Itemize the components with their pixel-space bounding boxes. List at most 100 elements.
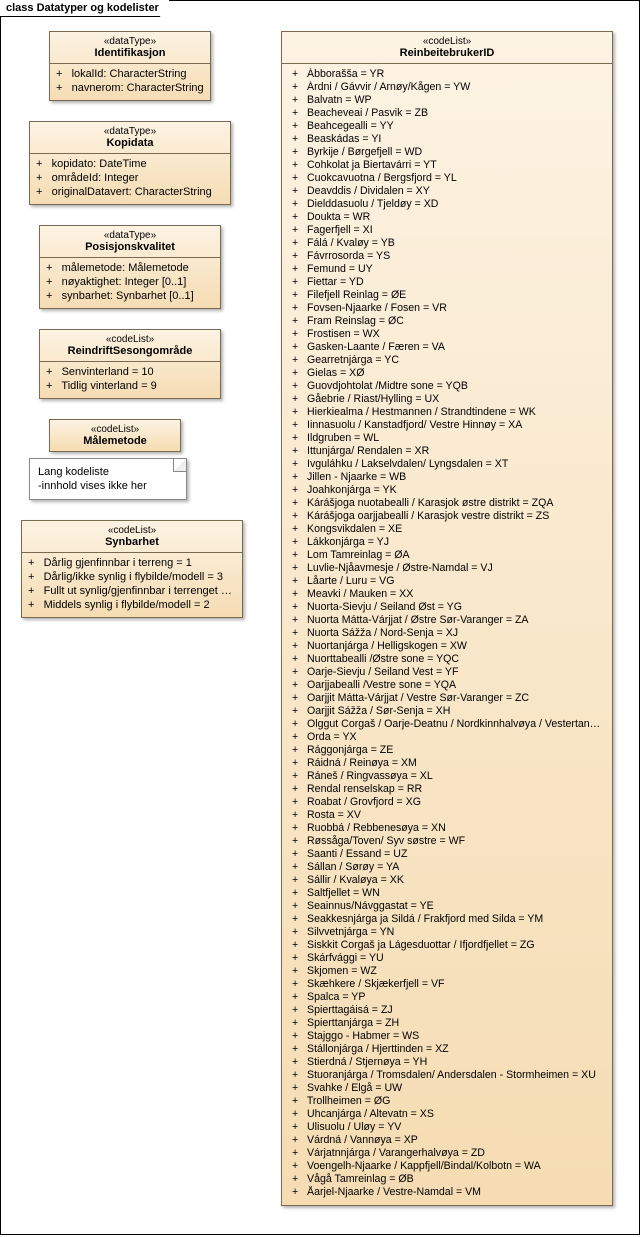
attribute-row: Várjatnnjárga / Varangerhalvøya = ZD	[292, 1147, 606, 1160]
attribute-row: nøyaktighet: Integer [0..1]	[46, 275, 214, 289]
attribute-row: synbarhet: Synbarhet [0..1]	[46, 289, 214, 303]
stereotype: «codeList»	[56, 424, 174, 435]
attribute-row: målemetode: Målemetode	[46, 261, 214, 275]
attribute-row: Stuoranjárga / Tromsdalen/ Andersdalen -…	[292, 1069, 606, 1082]
class-attributes: Ábborašša = YRÁrdni / Gávvir / Arnøy/Kåg…	[282, 64, 612, 1205]
attribute-row: Fovsen-Njaarke / Fosen = VR	[292, 302, 606, 315]
attribute-row: Iinnasuolu / Kanstadfjord/ Vestre Hinnøy…	[292, 419, 606, 432]
attribute-row: Olggut Corgaš / Oarje-Deatnu / Nordkinnh…	[292, 718, 606, 731]
attribute-row: Vågå Tamreinlag = ØB	[292, 1173, 606, 1186]
stereotype: «codeList»	[46, 334, 214, 345]
attribute-row: Hierkiealma / Hestmannen / Strandtindene…	[292, 406, 606, 419]
class-name: Målemetode	[56, 435, 174, 447]
class-name: Synbarhet	[28, 536, 236, 548]
attribute-row: Árdni / Gávvir / Arnøy/Kågen = YW	[292, 81, 606, 94]
attribute-row: Seainnus/Návggastat = YE	[292, 900, 606, 913]
attribute-row: Dielddasuolu / Tjeldøy = XD	[292, 198, 606, 211]
class-header: «codeList» ReindriftSesongområde	[40, 330, 220, 362]
class-name: Identifikasjon	[56, 47, 204, 59]
attribute-row: Senvinterland = 10	[46, 365, 214, 379]
attribute-row: Byrkije / Børgefjell = WD	[292, 146, 606, 159]
note-line: Lang kodeliste	[38, 465, 178, 479]
class-reinbeitebrukerid: «codeList» ReinbeitebrukerID Ábborašša =…	[281, 31, 613, 1206]
attribute-row: Cuokcavuotna / Bergsfjord = YL	[292, 172, 606, 185]
attribute-row: Beahcegealli = YY	[292, 120, 606, 133]
attribute-row: Siskkit Corgaš ja Lágesduottar / Ifjordf…	[292, 939, 606, 952]
class-kopidata: «dataType» Kopidata kopidato: DateTimeom…	[29, 121, 231, 205]
class-attributes: kopidato: DateTimeområdeId: Integerorigi…	[30, 154, 230, 204]
attribute-row: Silvvetnjárga = YN	[292, 926, 606, 939]
class-header: «codeList» Målemetode	[50, 420, 180, 451]
attribute-row: Dårlig/ikke synlig i flybilde/modell = 3	[28, 570, 236, 584]
attribute-row: Roabat / Grovfjord = XG	[292, 796, 606, 809]
attribute-row: Fullt ut synlig/gjenfinnbar i terrenget …	[28, 584, 236, 598]
attribute-row: Sállan / Sørøy = YA	[292, 861, 606, 874]
attribute-row: Oarje-Sievju / Seiland Vest = YF	[292, 666, 606, 679]
attribute-row: Skjomen = WZ	[292, 965, 606, 978]
attribute-row: Ulisuolu / Uløy = YV	[292, 1121, 606, 1134]
stereotype: «dataType»	[36, 126, 224, 137]
attribute-row: Rággonjárga = ZE	[292, 744, 606, 757]
attribute-row: Kárášjoga oarjjabealli / Karasjok vestre…	[292, 510, 606, 523]
attribute-row: Røssåga/Toven/ Syv søstre = WF	[292, 835, 606, 848]
attribute-row: Nuorta-Sievju / Seiland Øst = YG	[292, 601, 606, 614]
attribute-row: Filefjell Reinlag = ØE	[292, 289, 606, 302]
class-name: Posisjonskvalitet	[46, 241, 214, 253]
attribute-row: Nuortanjárga / Helligskogen = XW	[292, 640, 606, 653]
stereotype: «codeList»	[288, 36, 606, 47]
attribute-row: Nuorta Mátta-Várjjat / Østre Sør-Varange…	[292, 614, 606, 627]
attribute-row: Ivguláhku / Lakselvdalen/ Lyngsdalen = X…	[292, 458, 606, 471]
stereotype: «dataType»	[46, 230, 214, 241]
attribute-row: Uhcanjárga / Altevatn = XS	[292, 1108, 606, 1121]
attribute-row: Kongsvikdalen = XE	[292, 523, 606, 536]
attribute-row: Lákkonjárga = YJ	[292, 536, 606, 549]
attribute-row: Fram Reinslag = ØC	[292, 315, 606, 328]
attribute-row: Spalca = YP	[292, 991, 606, 1004]
class-name: ReinbeitebrukerID	[288, 47, 606, 59]
left-column: «dataType» Identifikasjon lokalId: Chara…	[29, 31, 229, 638]
attribute-row: Ráidná / Reinøya = XM	[292, 757, 606, 770]
class-identifikasjon: «dataType» Identifikasjon lokalId: Chara…	[49, 31, 211, 101]
attribute-row: lokalId: CharacterString	[56, 67, 204, 81]
class-header: «dataType» Kopidata	[30, 122, 230, 154]
attribute-row: Skæhkere / Skjækerfjell = VF	[292, 978, 606, 991]
attribute-row: Låarte / Luru = VG	[292, 575, 606, 588]
attribute-row: Trollheimen = ØG	[292, 1095, 606, 1108]
attribute-row: Seakkesnjárga ja Sildá / Frakfjord med S…	[292, 913, 606, 926]
note-line: -innhold vises ikke her	[38, 479, 178, 493]
attribute-row: Ráneš / Ringvassøya = XL	[292, 770, 606, 783]
attribute-row: Oarjjabealli /Vestre sone = YQA	[292, 679, 606, 692]
attribute-row: Orda = YX	[292, 731, 606, 744]
attribute-row: Skárfvággi = YU	[292, 952, 606, 965]
attribute-row: navnerom: CharacterString	[56, 81, 204, 95]
attribute-row: Joahkonjárga = YK	[292, 484, 606, 497]
class-synbarhet: «codeList» Synbarhet Dårlig gjenfinnbar …	[21, 520, 243, 618]
attribute-row: Femund = UY	[292, 263, 606, 276]
attribute-row: Guovdjohtolat /Midtre sone = YQB	[292, 380, 606, 393]
attribute-row: Várdná / Vannøya = XP	[292, 1134, 606, 1147]
attribute-row: Oarjjit Sážža / Sør-Senja = XH	[292, 705, 606, 718]
attribute-row: Frostisen = WX	[292, 328, 606, 341]
attribute-row: Ábborašša = YR	[292, 68, 606, 81]
attribute-row: Nuorttabealli /Østre sone = YQC	[292, 653, 606, 666]
diagram-frame: class Datatyper og kodelister «dataType»…	[0, 0, 640, 1235]
attribute-row: Stállonjárga / Hjerttinden = XZ	[292, 1043, 606, 1056]
attribute-row: Ildgruben = WL	[292, 432, 606, 445]
attribute-row: Dårlig gjenfinnbar i terreng = 1	[28, 556, 236, 570]
class-sesongomrade: «codeList» ReindriftSesongområde Senvint…	[39, 329, 221, 399]
attribute-row: Saanti / Essand = UZ	[292, 848, 606, 861]
attribute-row: Fagerfjell = XI	[292, 224, 606, 237]
class-attributes: Senvinterland = 10Tidlig vinterland = 9	[40, 362, 220, 398]
class-name: ReindriftSesongområde	[46, 345, 214, 357]
attribute-row: Spierttagáisá = ZJ	[292, 1004, 606, 1017]
attribute-row: Gielas = XØ	[292, 367, 606, 380]
stereotype: «codeList»	[28, 525, 236, 536]
attribute-row: Beaskádas = YI	[292, 133, 606, 146]
diagram-content: «dataType» Identifikasjon lokalId: Chara…	[1, 1, 639, 1232]
class-attributes: målemetode: Målemetodenøyaktighet: Integ…	[40, 258, 220, 308]
attribute-row: Gearretnjárga = YC	[292, 354, 606, 367]
class-name: Kopidata	[36, 137, 224, 149]
attribute-row: Oarjjit Mátta-Várjjat / Vestre Sør-Varan…	[292, 692, 606, 705]
attribute-row: Saltfjellet = WN	[292, 887, 606, 900]
attribute-row: Spierttanjárga = ZH	[292, 1017, 606, 1030]
